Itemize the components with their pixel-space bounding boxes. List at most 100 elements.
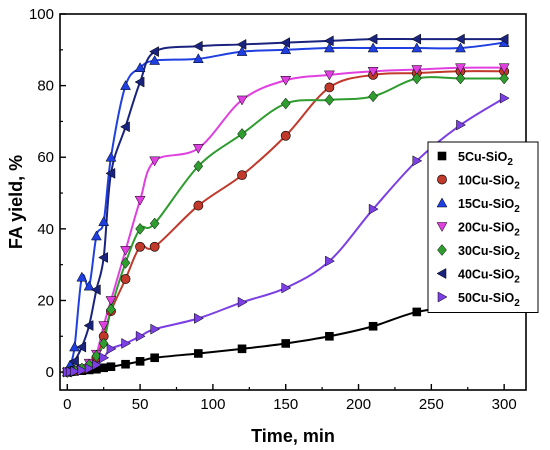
legend-marker [437, 151, 447, 161]
data-point [455, 42, 466, 53]
data-point [324, 82, 335, 93]
data-point [120, 274, 131, 284]
data-point [456, 119, 466, 131]
legend-label: 50Cu-SiO2 [458, 291, 520, 309]
data-point [499, 92, 510, 104]
data-point [121, 338, 132, 349]
data-point [120, 246, 131, 256]
data-point [280, 97, 291, 110]
data-point [192, 53, 204, 64]
data-point [105, 296, 117, 306]
data-point [323, 42, 335, 53]
legend-marker [437, 244, 447, 256]
data-point [106, 303, 116, 316]
data-point [192, 40, 203, 52]
legend-marker [436, 222, 448, 233]
data-point [98, 252, 108, 263]
data-point [120, 80, 131, 90]
x-tick-label: 150 [273, 396, 298, 413]
data-point [76, 271, 88, 282]
data-point [135, 241, 145, 252]
series-markers [61, 33, 510, 378]
data-point [90, 230, 102, 241]
data-point [411, 72, 422, 85]
data-point [98, 337, 109, 350]
y-tick-label: 20 [37, 292, 54, 309]
data-point [280, 75, 292, 86]
data-point [237, 344, 247, 354]
data-point [368, 90, 378, 103]
legend-marker [436, 268, 447, 279]
data-point [411, 65, 423, 76]
data-point [280, 130, 291, 141]
data-point [323, 70, 335, 81]
x-axis-title: Time, min [251, 426, 335, 446]
x-tick-label: 100 [200, 396, 225, 413]
data-point [368, 203, 379, 215]
data-point [149, 156, 161, 167]
data-point [498, 63, 510, 74]
data-point [135, 330, 146, 342]
data-point [367, 67, 379, 77]
data-point [455, 63, 466, 74]
x-tick-label: 200 [346, 396, 371, 413]
data-point [236, 46, 248, 56]
legend-label: 10Cu-SiO2 [458, 174, 520, 192]
data-point [150, 353, 159, 363]
data-point [367, 42, 379, 53]
data-point [367, 33, 378, 45]
y-tick-label: 40 [37, 221, 54, 238]
data-point [499, 72, 509, 85]
data-point [237, 170, 247, 181]
data-point [149, 55, 161, 65]
data-point [455, 72, 466, 85]
legend-label: 20Cu-SiO2 [458, 221, 520, 239]
data-point [105, 151, 117, 162]
data-point [149, 241, 160, 252]
data-point [91, 350, 102, 362]
data-point [411, 33, 422, 45]
data-point [106, 343, 117, 355]
data-point [323, 35, 334, 47]
y-tick-label: 60 [37, 149, 54, 166]
data-point [135, 357, 145, 366]
data-point [70, 365, 81, 377]
data-point [120, 256, 131, 269]
legend-box [427, 141, 539, 313]
legend-label: 30Cu-SiO2 [458, 244, 520, 262]
legend: 5Cu-SiO2 10Cu-SiO2 15Cu-SiO2 20Cu-SiO2 30Cu-… [427, 141, 539, 313]
data-point [69, 341, 80, 352]
data-point [325, 255, 335, 267]
data-point [412, 307, 422, 317]
data-point [106, 362, 116, 372]
data-point [192, 144, 204, 154]
data-point [281, 282, 292, 294]
data-point [236, 39, 247, 50]
legend-marker [437, 291, 448, 303]
data-point [90, 284, 101, 296]
legend-label: 40Cu-SiO2 [458, 268, 520, 286]
data-point [237, 128, 247, 140]
data-point [105, 167, 116, 179]
data-point [368, 321, 378, 331]
y-tick-label: 0 [46, 364, 54, 381]
data-point [324, 94, 335, 106]
data-point [498, 33, 509, 45]
y-tick-label: 80 [37, 78, 54, 95]
data-point [454, 33, 465, 45]
data-point [134, 195, 146, 206]
data-point [193, 200, 204, 211]
data-point [193, 160, 204, 173]
y-tick-label: 100 [29, 6, 54, 23]
data-point [236, 95, 248, 106]
data-point [134, 76, 145, 88]
legend-label: 5Cu-SiO2 [458, 150, 513, 168]
legend-label: 15Cu-SiO2 [458, 197, 520, 215]
series-line-1 [67, 303, 505, 374]
data-point [194, 312, 204, 324]
data-point [92, 359, 102, 371]
data-point [281, 339, 291, 348]
data-point [149, 46, 159, 58]
x-tick-label: 50 [132, 396, 149, 413]
